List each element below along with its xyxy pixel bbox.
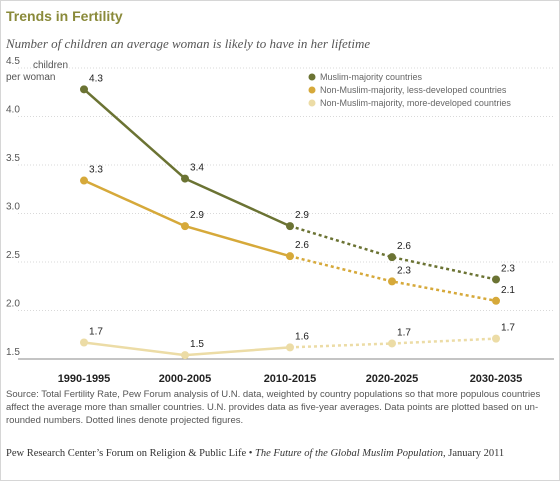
data-point [181, 351, 189, 360]
data-point [492, 334, 500, 343]
x-tick-label: 2010-2015 [264, 373, 317, 385]
data-point [80, 176, 88, 185]
y-tick-label: 1.5 [6, 347, 20, 358]
data-label: 3.3 [89, 165, 103, 176]
data-label: 1.7 [501, 323, 515, 334]
credit-publication-title: The Future of the Global Muslim Populati… [255, 448, 444, 459]
y-tick-label: 4.5 [6, 56, 20, 67]
data-label: 2.9 [295, 210, 309, 221]
data-point [80, 338, 88, 347]
data-point [388, 339, 396, 348]
x-tick-label: 2000-2005 [159, 373, 212, 385]
data-point [181, 174, 189, 183]
data-point [492, 275, 500, 284]
y-tick-label: 4.0 [6, 105, 20, 116]
data-points [80, 85, 500, 360]
data-label: 2.3 [397, 265, 411, 276]
grid-lines [18, 67, 554, 360]
legend-swatch [308, 99, 316, 107]
series-line-actual [83, 88, 291, 228]
data-label: 1.6 [295, 331, 309, 342]
legend-swatch [308, 73, 316, 81]
data-point [181, 222, 189, 231]
series-line-projected [289, 254, 497, 303]
x-tick-label: 1990-1995 [58, 373, 111, 385]
data-label: 1.7 [89, 327, 103, 338]
legend-label: Non-Muslim-majority, more-developed coun… [320, 98, 511, 108]
y-unit-label-children: children [33, 60, 68, 71]
data-labels: 4.3 3.4 2.9 2.6 2.3 3.3 2.9 2.6 2.3 2.1 1.7 1.5 1.6 1… [89, 73, 515, 350]
line-chart: 1.5 2.0 2.5 3.0 3.5 4.0 4.5 children per woman… [6, 56, 554, 385]
credit-suffix: , January 2011 [443, 448, 505, 459]
y-unit-label-per-woman: per woman [6, 72, 55, 83]
data-label: 1.7 [397, 327, 411, 338]
data-label: 2.6 [397, 241, 411, 252]
data-point [388, 277, 396, 286]
y-tick-labels: 1.5 2.0 2.5 3.0 3.5 4.0 4.5 [6, 56, 20, 358]
data-point [286, 343, 294, 352]
legend-label: Muslim-majority countries [320, 72, 423, 82]
chart-subtitle: Number of children an average woman is l… [6, 36, 371, 51]
series-line-actual [83, 179, 291, 258]
data-point [492, 296, 500, 305]
series-line-projected [289, 224, 497, 281]
source-note: Source: Total Fertility Rate, Pew Forum … [6, 389, 541, 426]
x-tick-label: 2030-2035 [470, 373, 523, 385]
data-label: 2.1 [501, 285, 515, 296]
data-label: 2.9 [190, 210, 204, 221]
x-tick-labels: 1990-1995 2000-2005 2010-2015 2020-2025 2030… [58, 373, 523, 385]
legend-label: Non-Muslim-majority, less-developed coun… [320, 85, 507, 95]
legend: Muslim-majority countries Non-Muslim-majo… [308, 72, 511, 108]
data-label: 1.5 [190, 339, 204, 350]
data-label: 2.6 [295, 240, 309, 251]
data-label: 3.4 [190, 163, 204, 174]
data-point [80, 85, 88, 94]
data-point [286, 222, 294, 231]
x-tick-label: 2020-2025 [366, 373, 419, 385]
credit-line: Pew Research Center’s Forum on Religion … [6, 448, 504, 459]
chart-title: Trends in Fertility [6, 8, 123, 24]
y-tick-label: 2.0 [6, 299, 20, 310]
y-tick-label: 3.0 [6, 202, 20, 213]
data-label: 2.3 [501, 263, 515, 274]
data-label: 4.3 [89, 73, 103, 84]
credit-prefix: Pew Research Center’s Forum on Religion … [6, 448, 256, 459]
legend-swatch [308, 86, 316, 94]
data-point [286, 252, 294, 261]
data-point [388, 253, 396, 262]
y-tick-label: 3.5 [6, 153, 20, 164]
y-tick-label: 2.5 [6, 250, 20, 261]
